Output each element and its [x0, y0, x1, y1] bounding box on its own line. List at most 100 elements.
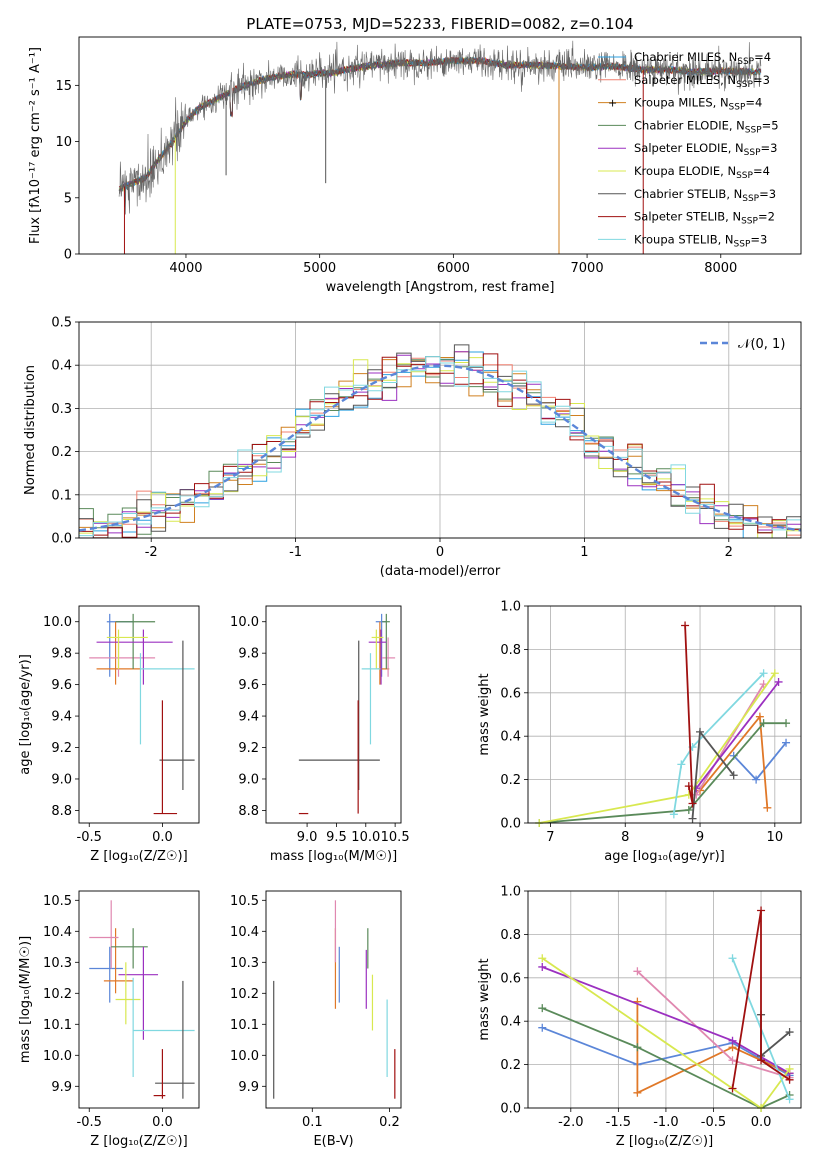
x-tick-label: 7 [546, 830, 554, 845]
weight-marker [759, 669, 768, 678]
y-tick-label: 0.0 [500, 817, 521, 832]
y-tick-label: 9.4 [51, 710, 72, 725]
weight-marker [633, 1043, 642, 1052]
y-tick-label: 0.5 [51, 316, 72, 331]
y-tick-label: 0.6 [500, 971, 521, 986]
y-tick-label: 9.8 [238, 647, 259, 662]
spectrum-data-line [118, 40, 762, 215]
y-tick-label: 9.4 [238, 710, 259, 725]
histogram-steps [79, 344, 801, 538]
spectrum-panel: 4000 5000 6000 7000 8000 0 5 10 15 wavelength [An… [28, 36, 802, 295]
weight-marker [538, 1004, 547, 1013]
mass-vs-metallicity-panel: -0.5 0.0 9.9 10.0 10.1 10.2 10.3 10.4 10.5 Z [log… [18, 890, 200, 1149]
y-tick-label: 0 [64, 248, 72, 263]
y-tick-label: 9.2 [238, 741, 259, 756]
legend-entry: 𝒩(0, 1) [738, 337, 785, 352]
legend-count: =4 [745, 96, 762, 110]
weight-marker [785, 1075, 794, 1084]
y-tick-label: 9.8 [51, 647, 72, 662]
y-tick-label: 10.1 [43, 1018, 72, 1033]
x-tick-label: 0.2 [379, 1115, 400, 1130]
y-tick-label: 9.9 [51, 1080, 72, 1095]
weight-marker [688, 799, 697, 808]
weight-marker [538, 1023, 547, 1032]
y-tick-label: 10.4 [230, 925, 259, 940]
y-tick-label: 0.4 [51, 359, 72, 374]
weight-marker [729, 771, 738, 780]
legend-subscript: SSP [734, 239, 751, 249]
weight-marker [696, 727, 705, 736]
weight-marker [785, 1028, 794, 1037]
spectrum-lines [118, 40, 762, 254]
mass-vs-extinction-panel: 0.1 0.2 9.9 10.0 10.1 10.2 10.3 10.4 10.5 E(B-V) [230, 890, 402, 1149]
x-tick-label: 10 [767, 830, 784, 845]
y-tick-label: 10.5 [43, 894, 72, 909]
y-tick-label: 0.8 [500, 928, 521, 943]
weight-marker [757, 906, 766, 915]
weight-vs-metallicity-panel: -2.0 -1.5 -1.0 -0.5 0.0 0.0 0.2 0.4 0.6 0.8 1.0 Z [… [477, 885, 802, 1149]
legend-text: Chabrier MILES, N [634, 50, 737, 64]
legend-subscript: SSP [736, 80, 753, 90]
legend-entry: Salpeter ELODIE, NSSP=3 [634, 141, 777, 158]
y-tick-label: 0.6 [500, 686, 521, 701]
y-tick-label: 0.2 [51, 445, 72, 460]
weight-marker [728, 1084, 737, 1093]
x-tick-label: 0.0 [751, 1115, 772, 1130]
x-axis-label: mass [log₁₀(M/M☉)] [270, 849, 397, 864]
y-axis-label: mass [log₁₀(M/M☉)] [18, 936, 33, 1063]
weight-marker [728, 954, 737, 963]
figure-title: PLATE=0753, MJD=52233, FIBERID=0082, z=0… [246, 15, 633, 33]
legend-entry: Chabrier ELODIE, NSSP=5 [634, 118, 779, 135]
y-axis-label: mass weight [477, 673, 492, 755]
x-tick-label: 10.5 [381, 830, 410, 845]
y-tick-label: 9.0 [51, 772, 72, 787]
histogram-series [79, 356, 801, 538]
weight-marker [752, 775, 761, 784]
legend-entry: Chabrier MILES, NSSP=4 [634, 50, 771, 67]
y-tick-label: 8.8 [51, 804, 72, 819]
y-tick-label: 10.0 [230, 1049, 259, 1064]
y-tick-label: 0.4 [500, 730, 521, 745]
weight-marker [785, 1095, 794, 1104]
x-tick-label: -1 [289, 545, 302, 560]
axes-frame [78, 321, 802, 539]
y-tick-label: 0.4 [500, 1015, 521, 1030]
weight-marker [770, 669, 779, 678]
y-axis-label: Normed distribution [23, 365, 38, 495]
age-vs-mass-panel: 9.0 9.5 10.0 10.58.89.09.29.49.69.810.0mass… [230, 605, 410, 864]
x-axis-label: age [log₁₀(age/yr)] [604, 849, 725, 864]
weight-line [731, 910, 791, 1089]
legend-subscript: SSP [744, 148, 761, 158]
legend-count: =2 [758, 210, 775, 224]
y-tick-label: 10.3 [43, 956, 72, 971]
y-tick-label: 9.0 [238, 772, 259, 787]
y-tick-label: 0.2 [500, 773, 521, 788]
legend-text: Salpeter STELIB, N [634, 210, 741, 224]
weight-marker [774, 677, 783, 686]
legend-entry: Salpeter MILES, NSSP=3 [634, 73, 770, 90]
y-tick-label: 10.0 [43, 1049, 72, 1064]
x-tick-label: 10.0 [351, 830, 380, 845]
weight-marker [763, 803, 772, 812]
legend-subscript: SSP [729, 103, 746, 113]
x-tick-label: 7000 [571, 261, 604, 276]
legend-count: =4 [753, 164, 770, 178]
x-axis-label: Z [log₁₀(Z/Z☉)] [616, 1134, 713, 1149]
legend-entry: Kroupa STELIB, NSSP=3 [634, 232, 767, 249]
x-tick-label: 0 [436, 545, 444, 560]
weight-line [695, 681, 780, 789]
x-tick-label: 6000 [437, 261, 470, 276]
axes-frame [78, 36, 802, 255]
weight-marker [728, 1056, 737, 1065]
y-tick-label: 10.3 [230, 956, 259, 971]
axes-frame [78, 605, 200, 824]
x-tick-label: 9.5 [326, 830, 347, 845]
y-tick-label: 5 [64, 191, 72, 206]
weight-marker [782, 719, 791, 728]
weight-marker [633, 1088, 642, 1097]
y-tick-label: 10.1 [230, 1018, 259, 1033]
axes-frame [265, 890, 402, 1109]
legend-text: Chabrier STELIB, N [634, 187, 742, 201]
x-tick-label: -0.5 [77, 830, 102, 845]
x-tick-label: 0.0 [152, 1115, 173, 1130]
